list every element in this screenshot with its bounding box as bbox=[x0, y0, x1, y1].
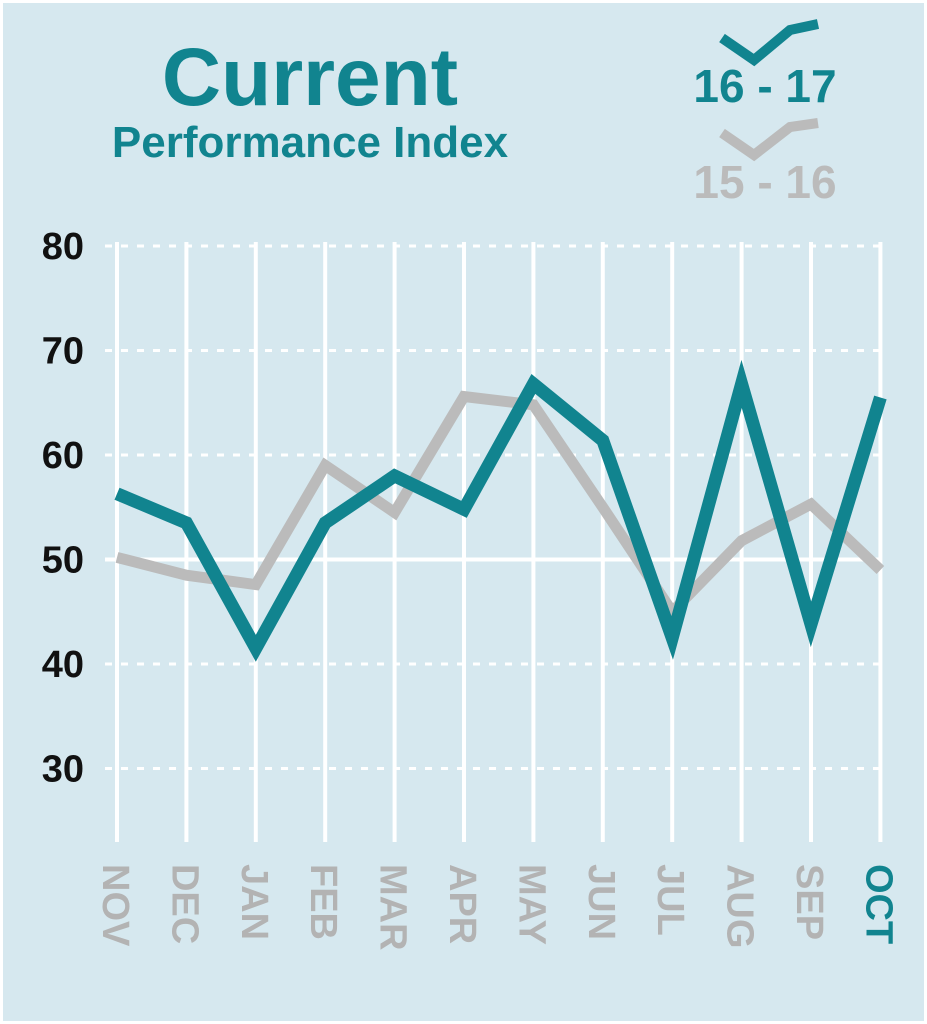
x-tick-jan: JAN bbox=[233, 864, 275, 940]
x-tick-apr: APR bbox=[441, 864, 483, 944]
series-layer bbox=[114, 359, 887, 662]
y-tick-40: 40 bbox=[42, 644, 84, 686]
x-tick-sep: SEP bbox=[788, 864, 830, 940]
chart-title: Current bbox=[162, 32, 458, 123]
y-tick-70: 70 bbox=[42, 331, 84, 373]
y-axis-ticks: 30 40 50 60 70 80 bbox=[42, 226, 84, 791]
x-tick-jun: JUN bbox=[580, 864, 622, 940]
legend: 16 - 17 15 - 16 bbox=[693, 19, 837, 208]
x-tick-dec: DEC bbox=[163, 864, 205, 944]
legend-swatch-15-16 bbox=[719, 118, 819, 162]
series-line-15-16 bbox=[115, 390, 885, 621]
x-tick-aug: AUG bbox=[719, 864, 761, 948]
chart-subtitle: Performance Index bbox=[112, 118, 509, 167]
x-tick-may: MAY bbox=[510, 864, 552, 945]
legend-label-15-16: 15 - 16 bbox=[693, 156, 836, 208]
y-tick-80: 80 bbox=[42, 226, 84, 268]
x-tick-feb: FEB bbox=[302, 864, 344, 940]
x-tick-oct: OCT bbox=[857, 864, 899, 944]
legend-label-16-17: 16 - 17 bbox=[693, 60, 836, 112]
x-tick-nov: NOV bbox=[94, 864, 136, 947]
x-axis-ticks: NOV DEC JAN FEB MAR APR MAY JUN JUL AUG SEP OCT bbox=[94, 864, 899, 951]
series-line-16-17 bbox=[114, 359, 887, 662]
x-tick-jul: JUL bbox=[649, 864, 691, 936]
y-tick-30: 30 bbox=[42, 749, 84, 791]
legend-swatch-16-17 bbox=[719, 19, 820, 67]
y-tick-60: 60 bbox=[42, 435, 84, 477]
x-tick-mar: MAR bbox=[372, 864, 414, 951]
y-tick-50: 50 bbox=[42, 540, 84, 582]
